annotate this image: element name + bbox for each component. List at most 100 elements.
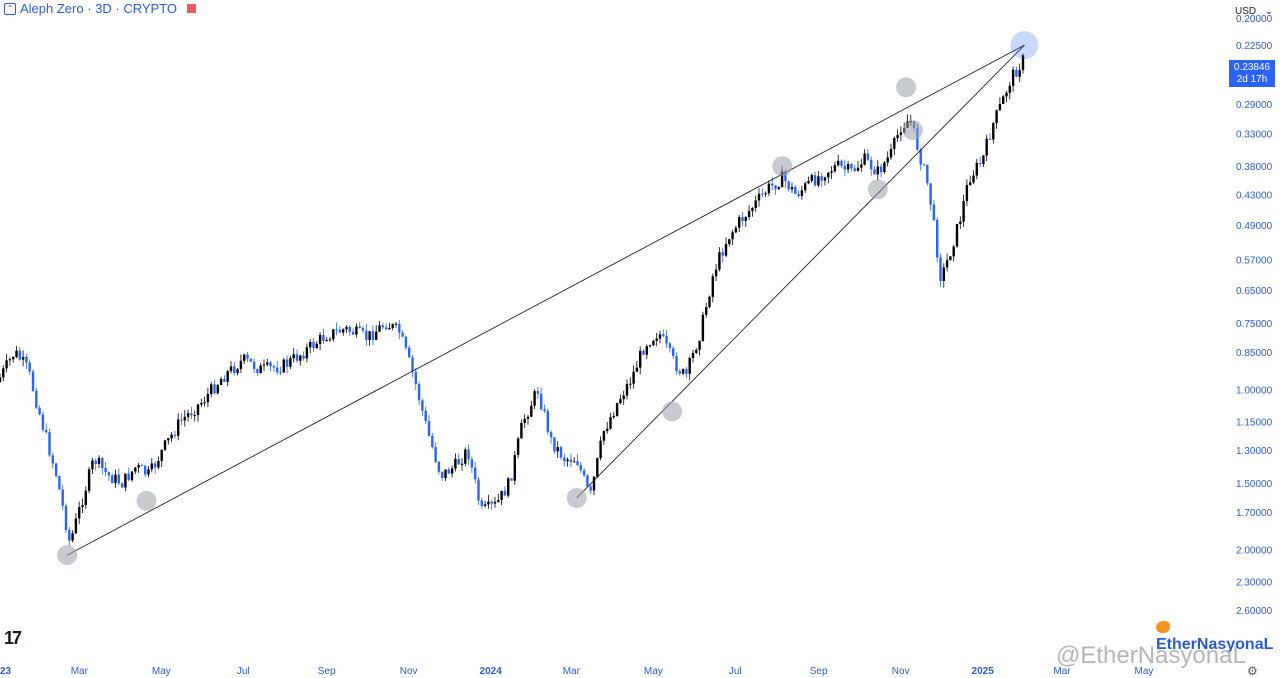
candle-body [365, 330, 368, 341]
candle-body [490, 501, 493, 504]
candle-body [328, 339, 332, 341]
candle-body [1011, 69, 1015, 86]
candle-body [780, 171, 784, 188]
x-tick-label: Mar [1053, 666, 1071, 677]
candle-body [992, 123, 995, 140]
candle-body [391, 324, 394, 328]
candle-body [342, 329, 345, 333]
y-tick-label: 0.38000 [1236, 162, 1273, 173]
candle-body [414, 371, 417, 385]
candle-body [879, 166, 883, 173]
candle-body [1005, 92, 1008, 97]
candle-body [302, 355, 305, 359]
candle-body [589, 486, 592, 491]
candle-body [173, 434, 177, 436]
candle-body [787, 181, 790, 190]
candle-body [665, 335, 668, 344]
candle-body [58, 476, 61, 490]
candle-body [322, 334, 325, 341]
gear-icon[interactable]: ⚙ [1247, 664, 1258, 678]
candle-body [619, 399, 622, 404]
touch-marker [57, 545, 78, 566]
candle-body [101, 457, 104, 468]
candle-body [355, 326, 358, 335]
candle-body [922, 164, 926, 166]
candle-body [507, 478, 510, 496]
candle-body [675, 356, 678, 372]
touch-marker [772, 156, 793, 177]
candle-body [503, 490, 507, 496]
tradingview-logo-icon[interactable]: 17 [4, 628, 22, 648]
candle-body [434, 447, 437, 462]
candle-body [384, 327, 388, 330]
candle-body [985, 138, 988, 156]
candle-body [982, 155, 985, 165]
y-tick-label: 0.33000 [1236, 130, 1273, 141]
candle-body [226, 371, 229, 382]
candle-body [299, 355, 302, 361]
candle-body [167, 438, 170, 441]
candle-body [368, 331, 371, 341]
candle-body [318, 334, 322, 344]
candle-body [431, 435, 434, 448]
candle-body [2, 368, 5, 378]
candle-body [846, 163, 850, 170]
candle-body [269, 362, 272, 367]
candle-body [256, 369, 259, 374]
candle-body [84, 490, 87, 506]
y-tick-label: 0.43000 [1236, 191, 1273, 202]
candle-body [447, 469, 450, 474]
candle-body [893, 138, 896, 149]
candle-body [942, 267, 945, 281]
candle-body [688, 358, 691, 374]
x-tick-label: Sep [810, 666, 828, 677]
symbol-title[interactable]: ⌃ Aleph Zero · 3D · CRYPTO [4, 1, 197, 16]
candle-body [81, 505, 84, 508]
candle-body [487, 501, 490, 505]
candle-body [272, 366, 276, 368]
candle-body [147, 469, 150, 475]
x-tick-label: 2025 [972, 666, 995, 677]
candle-body [553, 437, 556, 452]
candle-body [784, 171, 787, 182]
candle-body [483, 504, 487, 506]
y-tick-label: 2.60000 [1236, 606, 1273, 617]
touch-marker [662, 401, 683, 422]
candle-body [972, 175, 975, 183]
candle-body [236, 369, 239, 373]
candle-body [978, 162, 982, 165]
candle-body [645, 346, 648, 355]
candle-body [348, 326, 351, 332]
candle-body [124, 473, 127, 488]
candle-body [685, 369, 688, 374]
candle-body [54, 463, 58, 477]
candle-body [68, 529, 71, 541]
candle-body [691, 352, 695, 359]
candle-body [262, 364, 266, 366]
candle-body [672, 348, 675, 357]
currency-selector[interactable]: USD ⌄ [1232, 2, 1276, 20]
touch-marker [896, 77, 917, 98]
candle-body [361, 327, 365, 331]
candle-body [926, 164, 929, 184]
candle-body [790, 186, 794, 190]
candle-body [513, 455, 516, 481]
candle-body [153, 463, 157, 468]
candle-body [130, 471, 134, 481]
flag-icon[interactable] [187, 4, 197, 13]
touch-marker [566, 487, 587, 508]
candle-body [734, 227, 738, 233]
candle-body [252, 361, 256, 370]
candle-body [216, 384, 219, 394]
candle-body [239, 360, 243, 370]
x-tick-label: Mar [71, 666, 89, 677]
candle-body [107, 472, 111, 476]
candle-body [12, 356, 15, 360]
candle-body [876, 166, 879, 175]
candle-body [338, 329, 342, 333]
candle-body [721, 252, 724, 256]
candle-body [843, 165, 846, 170]
candle-body [866, 153, 870, 160]
candle-body [840, 160, 843, 166]
